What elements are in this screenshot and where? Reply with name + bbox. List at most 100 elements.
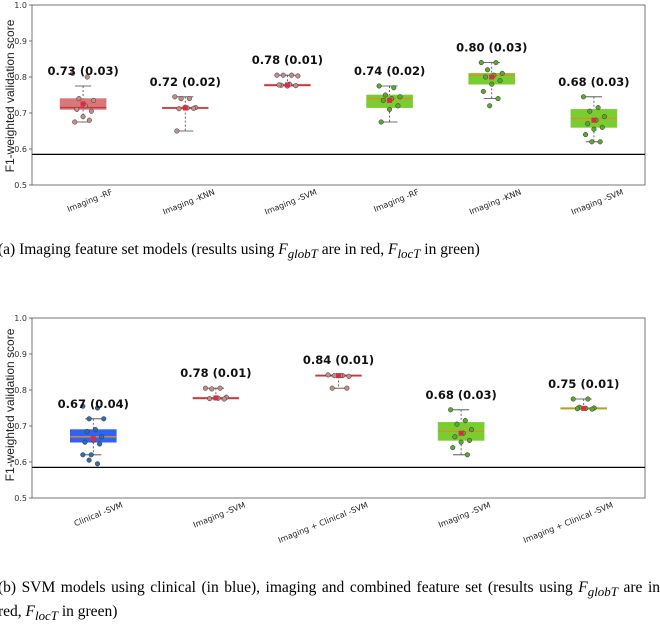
- mean-marker: [213, 395, 219, 401]
- mean-marker: [284, 82, 290, 88]
- data-point: [580, 94, 587, 100]
- data-point: [478, 60, 484, 66]
- data-point: [454, 421, 460, 427]
- y-tick-label: 0.8: [14, 386, 27, 395]
- mean-marker: [458, 430, 464, 436]
- data-point: [597, 139, 603, 145]
- data-point: [74, 106, 80, 112]
- chart-a: F1-weighted validation score 0.5 0.6 0.7 0.…: [3, 1, 646, 217]
- data-point: [589, 139, 595, 145]
- data-point: [489, 81, 495, 87]
- data-point: [601, 114, 607, 120]
- data-point: [583, 132, 589, 138]
- data-point: [482, 74, 489, 80]
- plot-frame: [31, 317, 646, 499]
- data-point: [76, 96, 82, 102]
- score-annotation: 0.68 (0.03): [558, 75, 629, 89]
- y-tick-label: 0.6: [14, 145, 27, 154]
- y-tick-label: 1.0: [14, 314, 27, 323]
- data-point: [480, 88, 486, 94]
- data-point: [464, 452, 470, 458]
- data-point: [587, 108, 593, 114]
- data-point: [585, 396, 591, 402]
- data-point: [80, 403, 86, 409]
- data-point: [462, 418, 468, 424]
- data-point: [92, 427, 98, 433]
- data-point: [329, 385, 335, 391]
- y-tick-label: 0.9: [14, 37, 27, 46]
- y-tick-label: 0.5: [14, 494, 27, 503]
- data-point: [487, 103, 493, 109]
- data-point: [458, 439, 464, 445]
- data-point: [376, 83, 382, 89]
- data-point: [80, 452, 86, 458]
- y-tick-label: 0.7: [14, 109, 27, 118]
- category-label: Imaging -KNN: [468, 188, 523, 217]
- score-annotation: 0.73 (0.03): [47, 64, 118, 78]
- plot-area: 0.5 0.6 0.7 0.8 0.9 1.0 0.73 (0.03) Imaging -RF…: [14, 1, 646, 217]
- data-point: [325, 372, 331, 378]
- data-point: [589, 406, 595, 412]
- plot-frame: [31, 4, 646, 186]
- category-label: Imaging + Clinical -SVM: [522, 500, 614, 544]
- data-point: [346, 373, 352, 379]
- data-point: [331, 373, 337, 379]
- data-point: [88, 452, 94, 458]
- data-point: [497, 78, 503, 84]
- mean-marker: [581, 405, 587, 411]
- data-point: [469, 427, 475, 433]
- data-point: [378, 119, 384, 125]
- data-point: [172, 94, 178, 100]
- data-point: [499, 70, 505, 76]
- y-tick-label: 0.6: [14, 458, 27, 467]
- data-point: [289, 72, 295, 78]
- category-label: Imaging -SVM: [192, 500, 247, 529]
- plot-area: 0.5 0.6 0.7 0.8 0.9 1.0 0.67 (0.04) Clinical -S…: [14, 314, 646, 545]
- y-axis-label: F1-weighted validation score: [3, 328, 17, 481]
- data-point: [276, 82, 282, 88]
- data-point: [82, 439, 88, 445]
- data-point: [94, 461, 101, 467]
- data-point: [391, 85, 397, 91]
- data-point: [466, 437, 473, 443]
- data-point: [450, 445, 456, 451]
- data-point: [448, 407, 454, 413]
- data-point: [274, 72, 280, 78]
- category-label: Imaging -RF: [372, 187, 420, 214]
- data-point: [395, 103, 401, 109]
- mean-marker: [80, 101, 86, 107]
- data-point: [84, 74, 90, 80]
- data-point: [186, 96, 192, 102]
- data-point: [99, 434, 105, 440]
- data-point: [495, 96, 501, 102]
- data-point: [293, 83, 299, 89]
- y-axis-label: F1-weighted validation score: [3, 19, 17, 172]
- data-point: [86, 416, 92, 422]
- data-point: [599, 124, 605, 130]
- data-point: [90, 97, 97, 103]
- data-point: [70, 70, 76, 76]
- mean-marker: [182, 105, 188, 111]
- y-tick-label: 0.5: [14, 181, 27, 190]
- data-point: [207, 396, 213, 402]
- mean-marker: [489, 74, 495, 80]
- score-annotation: 0.75 (0.01): [548, 377, 619, 391]
- data-point: [88, 108, 94, 114]
- data-point: [178, 96, 184, 102]
- data-point: [72, 119, 78, 125]
- y-tick-label: 0.8: [14, 73, 27, 82]
- data-point: [591, 126, 597, 132]
- y-tick-label: 0.9: [14, 350, 27, 359]
- data-point: [595, 105, 601, 111]
- y-tick-label: 0.7: [14, 422, 27, 431]
- data-point: [174, 128, 180, 134]
- data-point: [397, 94, 403, 100]
- data-point: [86, 457, 92, 463]
- data-point: [97, 441, 103, 447]
- data-point: [80, 114, 86, 120]
- data-point: [493, 60, 499, 66]
- data-point: [84, 428, 90, 434]
- caption-b: (b) SVM models using clinical (in blue),…: [0, 579, 660, 624]
- category-label: Clinical -SVM: [73, 500, 124, 528]
- data-point: [176, 106, 182, 112]
